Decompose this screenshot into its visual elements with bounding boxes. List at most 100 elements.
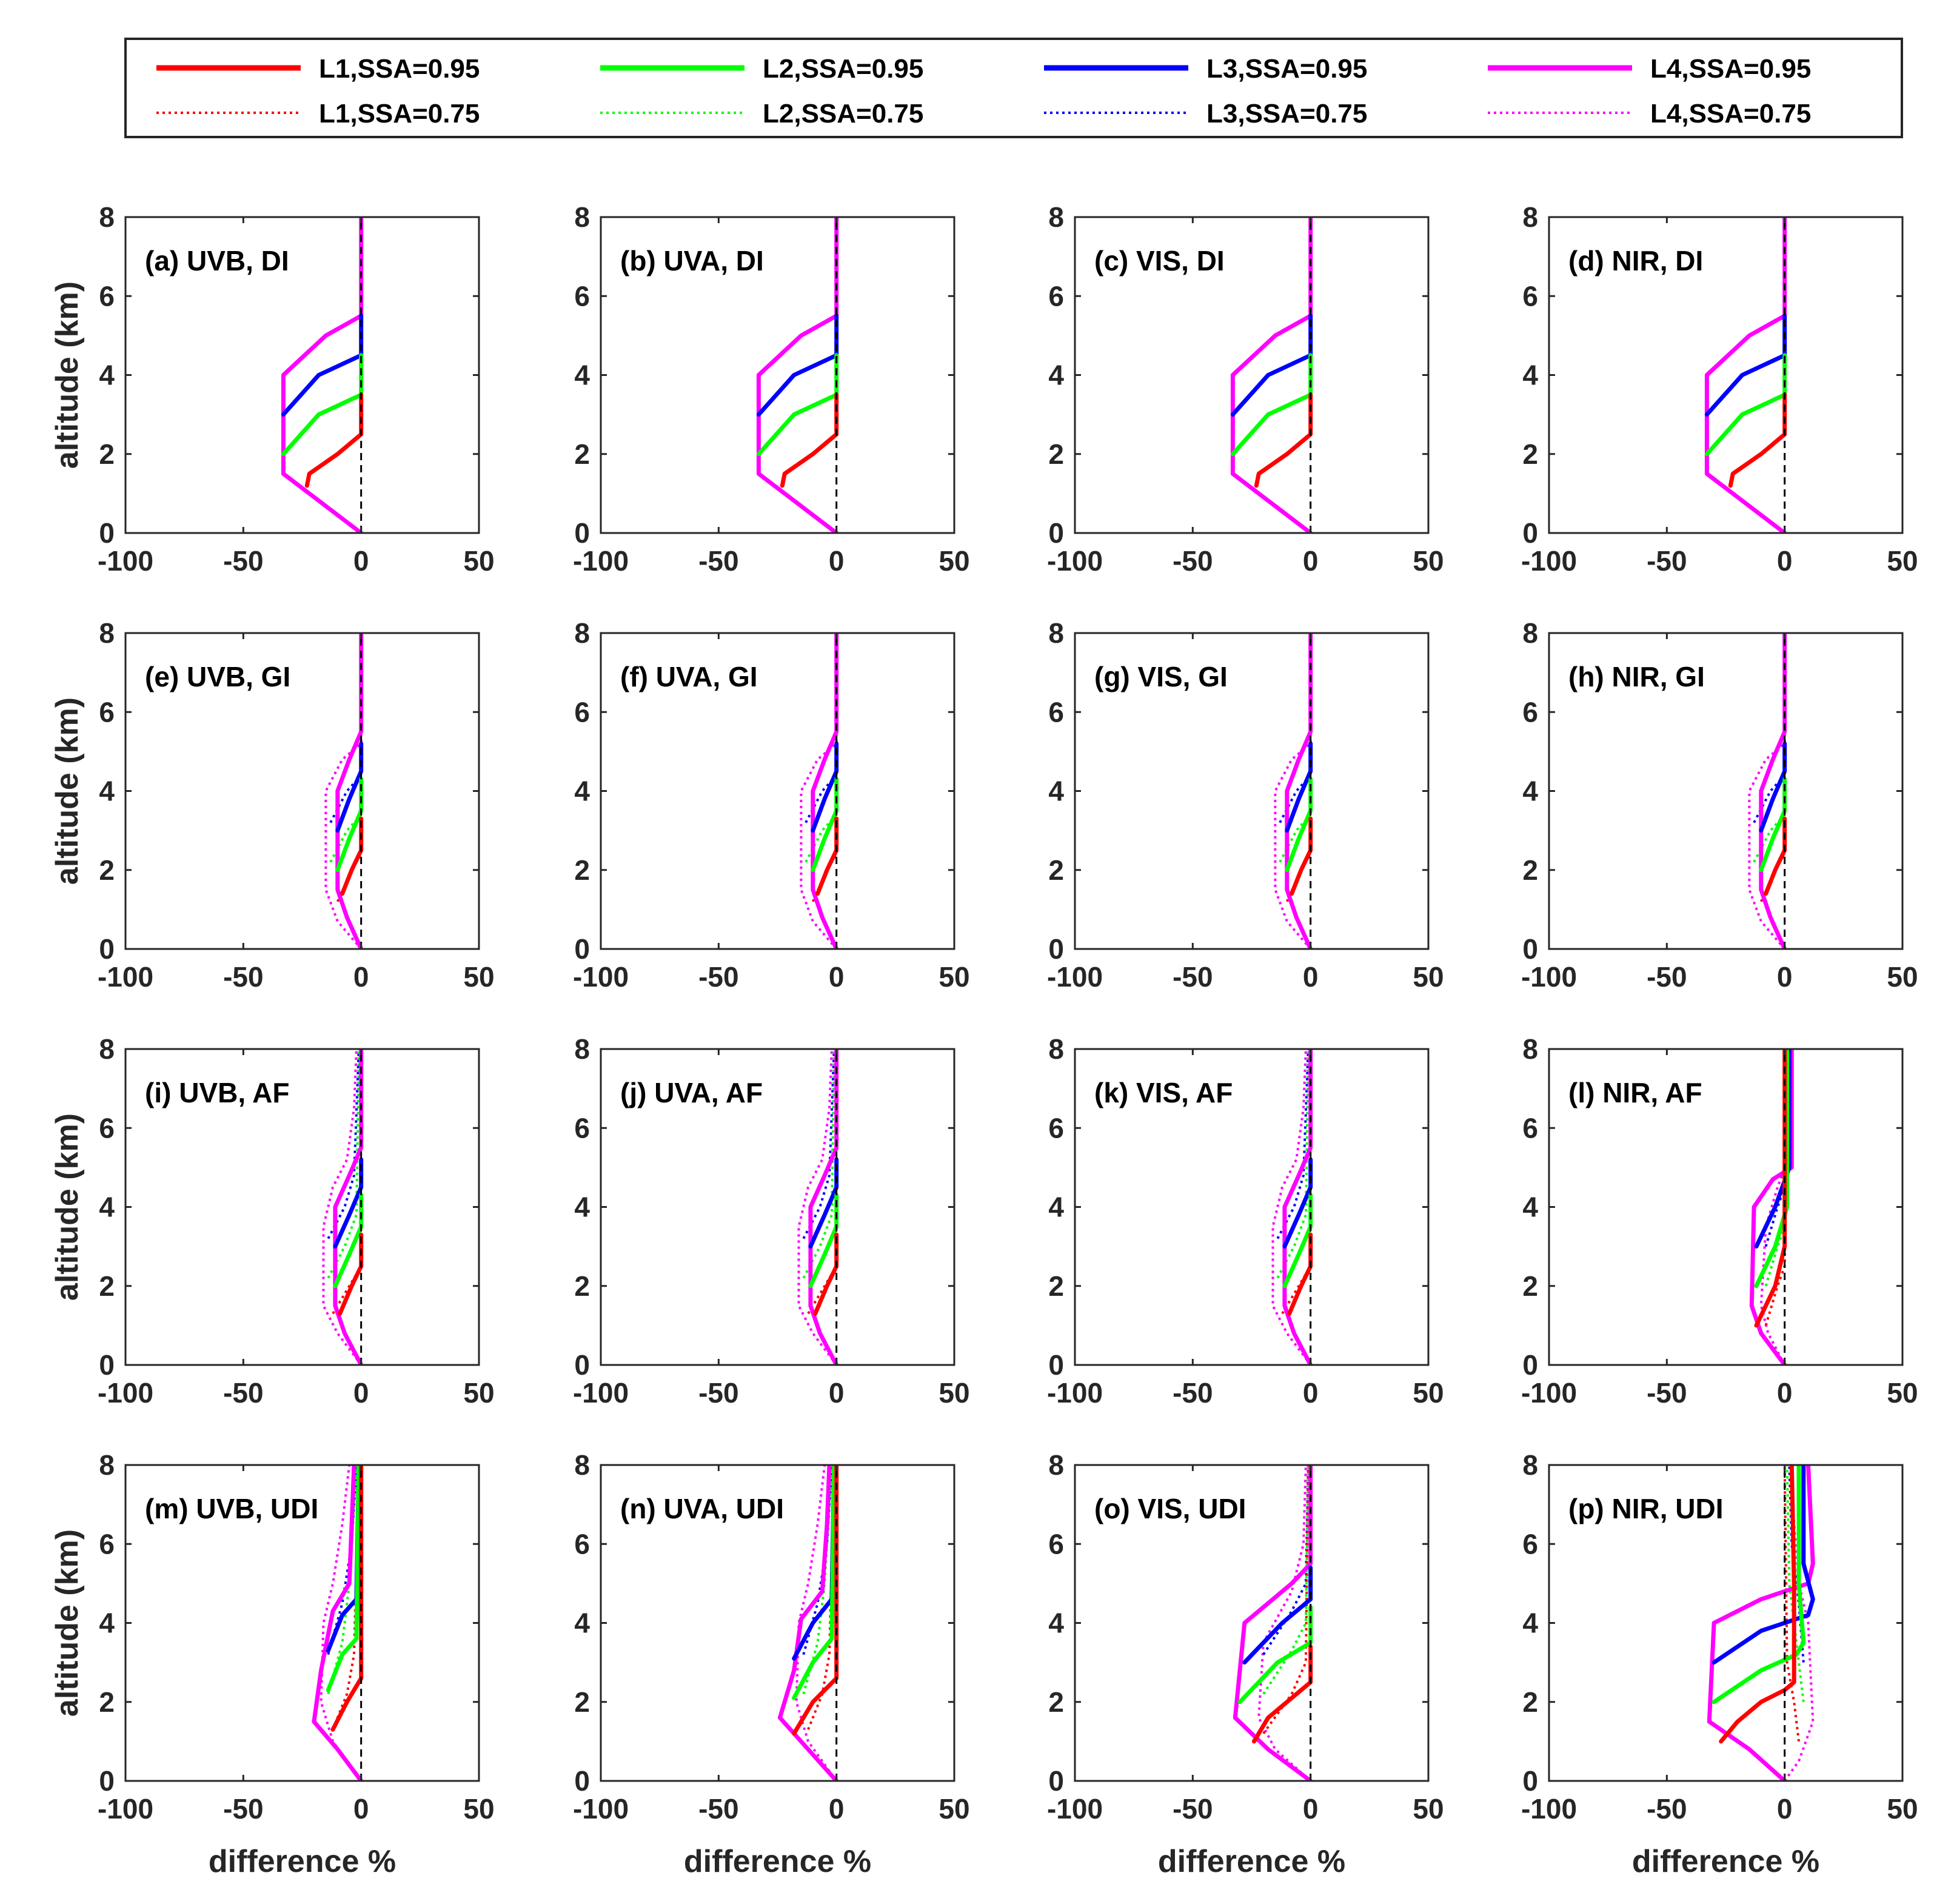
- y-tick-label: 2: [1522, 854, 1538, 886]
- series-line-l3-ssa-0-95: [333, 1157, 364, 1249]
- series-line-l2-ssa-0-95: [1754, 1049, 1790, 1289]
- series-line-l3-ssa-0-95: [1759, 741, 1787, 833]
- series-line-l4-ssa-0-75: [797, 1049, 838, 1365]
- x-tick-label: -50: [223, 545, 263, 577]
- panel-title: (m) UVB, UDI: [145, 1493, 318, 1524]
- series-line-l1-ssa-0-75: [332, 1265, 363, 1315]
- plot-area: [1549, 633, 1902, 949]
- series-line-l3-ssa-0-75: [1262, 1465, 1310, 1655]
- y-tick-label: 4: [1522, 776, 1538, 807]
- plot-area: [601, 1465, 954, 1781]
- series-group: [1749, 1049, 1794, 1365]
- y-tick-label: 2: [99, 438, 115, 470]
- legend: L1,SSA=0.95 L1,SSA=0.75 L2,SSA=0.95 L2,SSA=…: [124, 38, 1903, 138]
- series-line-l4-ssa-0-75: [322, 1049, 363, 1365]
- y-tick-label: 2: [99, 1270, 115, 1302]
- series-line-l4-ssa-0-75: [1271, 1049, 1312, 1365]
- x-tick-label: 0: [1303, 1377, 1319, 1409]
- y-tick-label: 2: [1048, 1686, 1064, 1718]
- y-tick-label: 4: [574, 776, 590, 807]
- panel-i: -100 -50 0 50 0 2 4 6 8 (i) UVB, AF altitude (km): [50, 1033, 495, 1409]
- y-tick-label: 6: [99, 696, 115, 728]
- x-tick-label: -100: [1521, 961, 1577, 993]
- y-tick-label: 2: [1522, 1270, 1538, 1302]
- x-tick-label: 0: [353, 1377, 369, 1409]
- series-line-l2-ssa-0-95: [1282, 1193, 1313, 1289]
- y-tick-label: 6: [1048, 1528, 1064, 1560]
- x-tick-label: 50: [463, 1793, 494, 1825]
- y-tick-label: 0: [1522, 1349, 1538, 1381]
- x-tick-label: -100: [1521, 545, 1577, 577]
- panel-e: -100 -50 0 50 0 2 4 6 8 (e) UVB, GI altitude (km): [50, 617, 495, 993]
- x-tick-label: 50: [939, 545, 969, 577]
- y-tick-label: 8: [574, 1033, 590, 1065]
- y-tick-label: 8: [99, 617, 115, 649]
- series-line-l3-ssa-0-75: [1764, 1049, 1788, 1247]
- x-tick-label: -50: [698, 1793, 738, 1825]
- series-line-l4-ssa-0-95: [808, 1049, 839, 1365]
- y-tick-label: 4: [574, 1607, 590, 1639]
- series-line-l4-ssa-0-95: [1285, 633, 1313, 949]
- series-group: [1271, 1049, 1313, 1365]
- panel-title: (i) UVB, AF: [145, 1077, 290, 1108]
- y-tick-label: 2: [99, 854, 115, 886]
- series-line-l2-ssa-0-95: [808, 1193, 839, 1289]
- x-tick-label: -100: [98, 545, 153, 577]
- panel-title: (h) NIR, GI: [1568, 661, 1705, 692]
- y-tick-label: 6: [1048, 280, 1064, 312]
- y-tick-label: 4: [1522, 360, 1538, 391]
- y-tick-label: 2: [1522, 438, 1538, 470]
- series-line-l2-ssa-0-75: [802, 1049, 835, 1279]
- y-tick-label: 0: [574, 517, 590, 549]
- x-tick-label: 0: [829, 1793, 845, 1825]
- x-tick-label: -100: [98, 961, 153, 993]
- x-tick-label: -100: [573, 1377, 629, 1409]
- x-tick-label: 0: [1777, 1793, 1793, 1825]
- x-tick-label: -50: [1173, 1377, 1213, 1409]
- series-line-l4-ssa-0-75: [795, 1465, 838, 1781]
- x-tick-label: 0: [1303, 1793, 1319, 1825]
- plot-area: [125, 1049, 479, 1365]
- series-line-l2-ssa-0-95: [333, 1193, 364, 1289]
- series-line-l2-ssa-0-95: [1237, 1604, 1313, 1705]
- plot-area: [1075, 217, 1428, 533]
- y-tick-label: 0: [99, 1349, 115, 1381]
- y-tick-label: 6: [99, 280, 115, 312]
- y-tick-label: 2: [1522, 1686, 1538, 1718]
- y-tick-label: 8: [574, 1449, 590, 1481]
- x-tick-label: -50: [223, 961, 263, 993]
- x-tick-label: -100: [98, 1793, 153, 1825]
- series-line-l1-ssa-0-95: [1754, 1049, 1787, 1328]
- plot-area: [1549, 217, 1902, 533]
- y-tick-label: 0: [1048, 933, 1064, 965]
- y-axis-label: altitude (km): [50, 697, 85, 885]
- plot-area: [1075, 633, 1428, 949]
- x-tick-label: -50: [1647, 1377, 1687, 1409]
- x-tick-label: -50: [698, 961, 738, 993]
- x-tick-label: -100: [1521, 1377, 1577, 1409]
- plot-area: [125, 633, 479, 949]
- x-tick-label: 50: [939, 961, 969, 993]
- panel-h: -100 -50 0 50 0 2 4 6 8 (h) NIR, GI: [1521, 617, 1918, 993]
- panel-title: (f) UVA, GI: [620, 661, 758, 692]
- panel-d: -100 -50 0 50 0 2 4 6 8 (d) NIR, DI: [1521, 201, 1918, 577]
- panel-title: (p) NIR, UDI: [1568, 1493, 1724, 1524]
- series-line-l4-ssa-0-95: [1233, 1465, 1313, 1781]
- y-tick-label: 0: [99, 933, 115, 965]
- plot-area: [601, 1049, 954, 1365]
- x-tick-label: -50: [698, 1377, 738, 1409]
- series-line-l2-ssa-0-95: [326, 1465, 361, 1692]
- series-line-l4-ssa-0-95: [1749, 1049, 1794, 1365]
- series-line-l2-ssa-0-95: [335, 777, 364, 873]
- x-tick-label: 0: [829, 1377, 845, 1409]
- y-tick-label: 8: [574, 201, 590, 233]
- y-tick-label: 4: [574, 1192, 590, 1223]
- legend-label-2: L1,SSA=0.75: [319, 99, 480, 129]
- y-tick-label: 0: [574, 1349, 590, 1381]
- y-tick-label: 0: [574, 933, 590, 965]
- y-tick-label: 2: [1048, 854, 1064, 886]
- x-tick-label: -100: [573, 1793, 629, 1825]
- panel-title: (o) VIS, UDI: [1094, 1493, 1246, 1524]
- y-tick-label: 2: [1048, 438, 1064, 470]
- y-tick-label: 0: [99, 1765, 115, 1797]
